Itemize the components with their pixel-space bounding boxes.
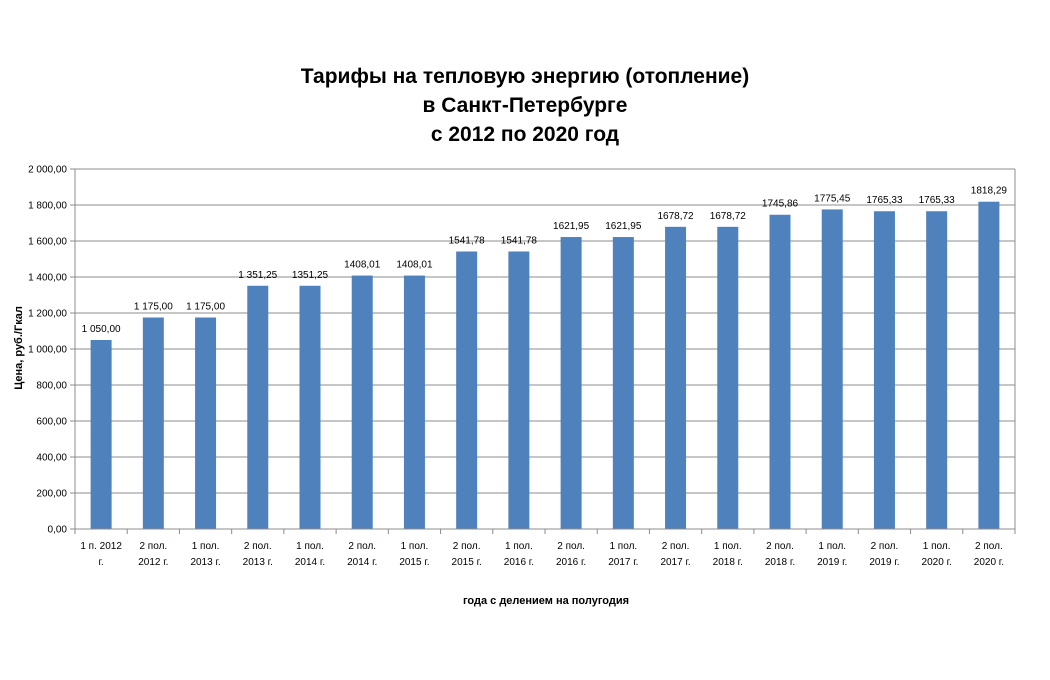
y-tick-label: 0,00: [48, 525, 68, 536]
x-tick-label: 1 пол.: [923, 541, 951, 552]
bar: [299, 285, 321, 529]
x-tick-label: 2012 г.: [138, 557, 168, 568]
bar: [560, 237, 582, 529]
x-tick-label: 2 пол.: [139, 541, 167, 552]
y-axis-title: Цена, руб./Гкал: [13, 306, 25, 390]
chart-title-line-2: в Санкт-Петербурге: [422, 94, 628, 117]
x-tick-label: 2015 г.: [399, 557, 429, 568]
data-label: 1 050,00: [82, 324, 121, 335]
x-tick-label: 1 пол.: [714, 541, 742, 552]
bar: [90, 340, 112, 529]
x-tick-label: 1 пол.: [192, 541, 220, 552]
data-label: 1 175,00: [186, 302, 225, 313]
x-tick-label: 2018 г.: [713, 557, 743, 568]
x-tick-label: 2 пол.: [871, 541, 899, 552]
y-tick-label: 1 000,00: [28, 345, 67, 356]
data-label: 1541,78: [501, 235, 538, 246]
x-tick-label: 2018 г.: [765, 557, 795, 568]
data-label: 1775,45: [814, 193, 851, 204]
data-label: 1351,25: [292, 270, 329, 281]
y-tick-label: 800,00: [36, 381, 67, 392]
data-label: 1 351,25: [238, 270, 277, 281]
data-label: 1621,95: [605, 221, 642, 232]
y-tick-label: 1 800,00: [28, 201, 67, 212]
bar: [247, 285, 269, 529]
data-label: 1765,33: [919, 195, 956, 206]
x-tick-label: 1 п. 2012: [80, 541, 122, 552]
bar: [873, 211, 895, 529]
data-label: 1408,01: [396, 260, 433, 271]
y-tick-label: 1 400,00: [28, 273, 67, 284]
x-tick-label: 2 пол.: [453, 541, 481, 552]
x-tick-label: 2019 г.: [817, 557, 847, 568]
gridlines: [75, 168, 1015, 494]
x-tick-label: 2016 г.: [504, 557, 534, 568]
bar: [612, 237, 634, 529]
x-tick-label: 2015 г.: [452, 557, 482, 568]
data-label: 1678,72: [710, 211, 747, 222]
bar: [769, 214, 791, 530]
data-label: 1818,29: [971, 186, 1008, 197]
bar: [456, 251, 478, 529]
x-tick-label: 2 пол.: [348, 541, 376, 552]
y-tick-label: 400,00: [36, 453, 67, 464]
chart-title-line-3: с 2012 по 2020 год: [430, 123, 620, 146]
data-label: 1408,01: [344, 260, 381, 271]
x-tick-label: 2017 г.: [660, 557, 690, 568]
data-label: 1 175,00: [134, 302, 173, 313]
data-label: 1621,95: [553, 221, 590, 232]
x-tick-label: 2013 г.: [243, 557, 273, 568]
x-tick-label: 2014 г.: [347, 557, 377, 568]
bar: [195, 317, 217, 529]
data-label: 1765,33: [866, 195, 903, 206]
x-tick-label: 2014 г.: [295, 557, 325, 568]
x-tick-label: 1 пол.: [818, 541, 846, 552]
x-axis-title: года с делением на полугодия: [463, 595, 629, 607]
x-tick-label: 2016 г.: [556, 557, 586, 568]
data-label: 1745,86: [762, 199, 799, 210]
x-tick-label: 2020 г.: [974, 557, 1004, 568]
x-tick-label: 2017 г.: [608, 557, 638, 568]
x-tick-label: 2013 г.: [190, 557, 220, 568]
y-tick-label: 1 600,00: [28, 237, 67, 248]
x-tick-label: 1 пол.: [505, 541, 533, 552]
bar: [403, 275, 425, 529]
data-label: 1678,72: [657, 211, 694, 222]
y-tick-label: 200,00: [36, 489, 67, 500]
bar: [717, 226, 739, 530]
bar: [665, 226, 687, 530]
x-tick-label: 1 пол.: [296, 541, 324, 552]
x-tick-label: 2 пол.: [662, 541, 690, 552]
x-tick-label: г.: [99, 557, 104, 568]
bar: [142, 317, 164, 529]
x-tick-label: 2 пол.: [244, 541, 272, 552]
chart-title: Тарифы на тепловую энергию (отопление) в…: [0, 62, 1050, 149]
data-label: 1541,78: [449, 235, 486, 246]
x-tick-label: 2020 г.: [922, 557, 952, 568]
y-tick-label: 2 000,00: [28, 165, 67, 176]
x-tick-label: 2019 г.: [869, 557, 899, 568]
chart-title-line-1: Тарифы на тепловую энергию (отопление): [300, 65, 750, 88]
x-tick-label: 1 пол.: [609, 541, 637, 552]
bars: [90, 201, 1000, 530]
x-tick-label: 2 пол.: [557, 541, 585, 552]
y-tick-label: 600,00: [36, 417, 67, 428]
bar: [978, 201, 1000, 529]
bar: [508, 251, 530, 529]
bar: [351, 275, 373, 529]
x-tick-label: 2 пол.: [975, 541, 1003, 552]
labels: 0,00 200,00 400,00 600,00 800,00 1 000,00 1 20…: [28, 165, 1007, 569]
y-tick-label: 1 200,00: [28, 309, 67, 320]
bar: [821, 209, 843, 529]
x-tick-label: 1 пол.: [401, 541, 429, 552]
bar: [926, 211, 948, 529]
axes: [70, 168, 1016, 534]
x-tick-label: 2 пол.: [766, 541, 794, 552]
